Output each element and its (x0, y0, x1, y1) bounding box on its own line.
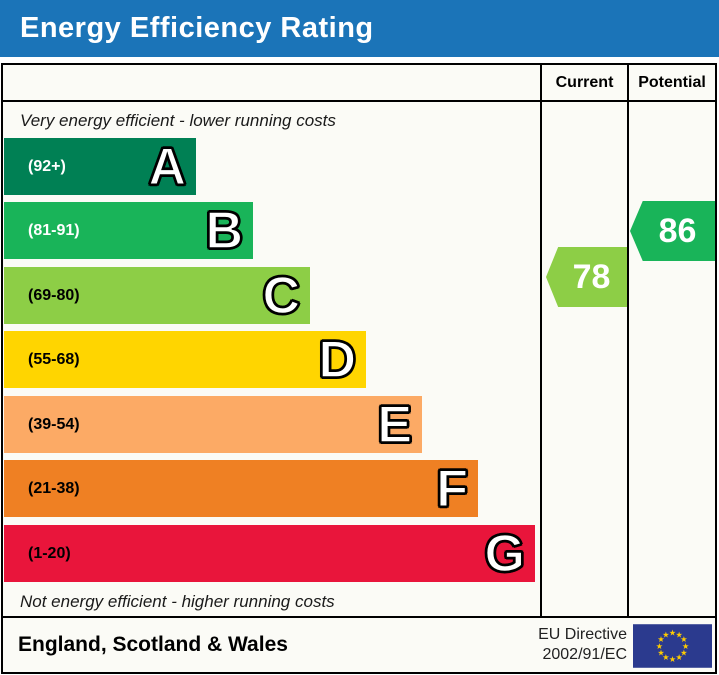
band-row-f: (21-38) F (4, 460, 478, 517)
potential-column-divider (627, 65, 629, 616)
eu-directive-line1: EU Directive (538, 626, 627, 643)
svg-text:★: ★ (675, 629, 682, 639)
svg-text:★: ★ (662, 652, 669, 662)
svg-text:★: ★ (680, 647, 687, 657)
svg-text:★: ★ (669, 628, 676, 638)
band-letter: F (435, 459, 468, 518)
header-potential-label: Potential (638, 73, 706, 91)
header-current-label: Current (555, 73, 614, 91)
svg-text:★: ★ (657, 634, 664, 644)
svg-text:★: ★ (657, 647, 664, 657)
svg-text:★: ★ (682, 641, 689, 651)
band-range-label: (55-68) (28, 350, 80, 368)
band-range-label: (39-54) (28, 415, 80, 433)
eu-flag: ★ ★ ★ ★ ★ ★ ★ ★ ★ ★ ★ ★ (633, 624, 712, 668)
potential-rating-arrow: 86 (630, 201, 715, 261)
page-title: Energy Efficiency Rating (20, 12, 374, 44)
svg-text:★: ★ (675, 652, 682, 662)
band-range-label: (69-80) (28, 286, 80, 304)
band-row-c: (69-80) C (4, 267, 310, 324)
potential-rating-value: 86 (658, 211, 697, 250)
band-range-label: (21-38) (28, 479, 80, 497)
svg-text:★: ★ (669, 654, 676, 664)
table-header-row: Current Potential (3, 65, 715, 102)
band-row-a: (92+) A (4, 138, 196, 195)
band-row-d: (55-68) D (4, 331, 366, 388)
band-letter: E (377, 395, 413, 454)
svg-text:★: ★ (662, 629, 669, 639)
rating-table: Current Potential Very energy efficient … (1, 63, 717, 618)
region-label: England, Scotland & Wales (18, 633, 288, 656)
current-rating-value: 78 (572, 257, 611, 296)
footer-bar: England, Scotland & Wales EU Directive 2… (1, 618, 717, 674)
band-row-g: (1-20) G (4, 525, 535, 582)
band-letter: C (262, 266, 301, 325)
band-row-b: (81-91) B (4, 202, 253, 259)
band-range-label: (92+) (28, 157, 66, 175)
title-bar: Energy Efficiency Rating (0, 0, 719, 57)
top-note: Very energy efficient - lower running co… (20, 111, 336, 130)
band-range-label: (1-20) (28, 544, 71, 562)
band-row-e: (39-54) E (4, 396, 422, 453)
band-letter: D (318, 330, 357, 389)
bottom-note: Not energy efficient - higher running co… (20, 592, 335, 611)
eu-directive-text: EU Directive 2002/91/EC (497, 618, 627, 672)
current-column-divider (540, 65, 542, 616)
current-rating-arrow: 78 (546, 247, 627, 307)
band-range-label: (81-91) (28, 221, 80, 239)
svg-text:★: ★ (656, 641, 663, 651)
svg-text:★: ★ (680, 634, 687, 644)
band-letter: A (148, 137, 187, 196)
band-letter: B (205, 201, 244, 260)
band-letter: G (484, 524, 526, 583)
eu-directive-line2: 2002/91/EC (542, 646, 627, 663)
